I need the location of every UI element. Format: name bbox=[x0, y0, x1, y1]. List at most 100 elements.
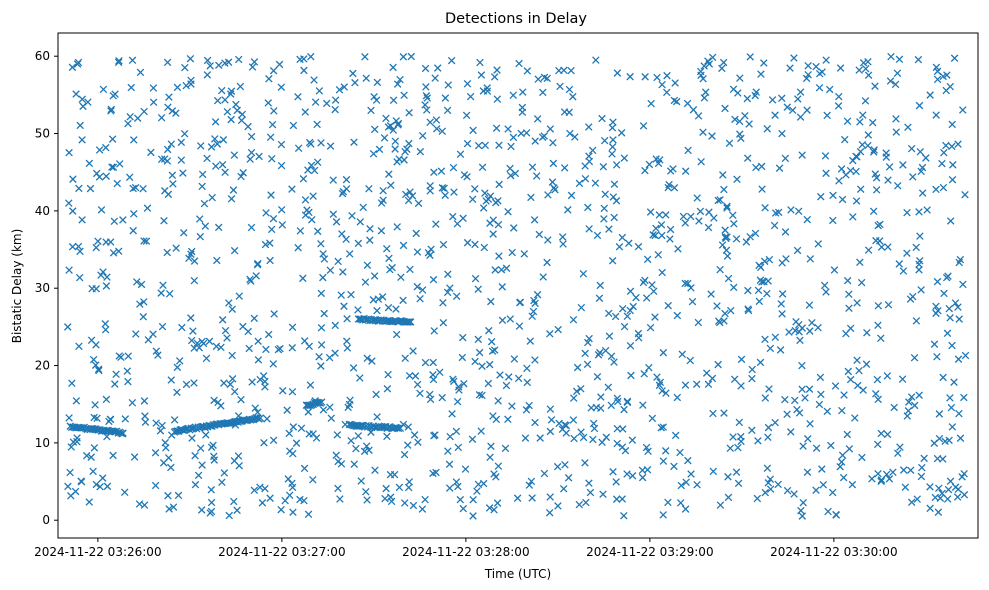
data-point bbox=[801, 394, 809, 402]
data-point bbox=[918, 463, 926, 472]
data-point bbox=[546, 330, 554, 338]
data-point bbox=[960, 393, 968, 402]
data-point bbox=[805, 301, 814, 309]
data-point bbox=[798, 361, 806, 370]
data-point bbox=[377, 227, 386, 235]
data-point bbox=[718, 64, 726, 73]
data-point bbox=[486, 192, 495, 200]
data-point bbox=[653, 373, 661, 381]
data-point bbox=[103, 432, 111, 441]
data-point bbox=[840, 135, 849, 144]
data-point bbox=[125, 173, 134, 182]
data-point bbox=[312, 434, 321, 442]
data-point bbox=[709, 467, 718, 476]
data-point bbox=[664, 183, 672, 192]
data-point bbox=[493, 95, 502, 103]
data-point bbox=[207, 486, 216, 494]
data-point bbox=[642, 443, 651, 452]
data-point bbox=[583, 360, 592, 369]
data-point bbox=[933, 75, 942, 84]
data-point bbox=[818, 465, 826, 473]
data-point bbox=[714, 196, 722, 205]
data-point bbox=[270, 107, 278, 115]
data-point bbox=[262, 345, 270, 354]
data-point bbox=[230, 246, 239, 255]
data-point bbox=[334, 457, 342, 466]
data-point bbox=[618, 495, 627, 503]
data-point bbox=[405, 139, 413, 148]
data-point bbox=[190, 379, 198, 387]
data-point bbox=[761, 488, 770, 497]
data-point bbox=[882, 153, 891, 161]
data-point bbox=[495, 141, 503, 149]
data-point bbox=[612, 478, 620, 486]
data-point bbox=[692, 380, 701, 388]
data-point bbox=[790, 54, 798, 62]
data-point bbox=[618, 233, 627, 242]
data-point bbox=[137, 280, 146, 289]
data-point bbox=[329, 176, 338, 184]
data-point bbox=[263, 415, 271, 423]
data-point bbox=[741, 111, 749, 120]
data-point bbox=[317, 362, 325, 370]
data-point bbox=[907, 393, 916, 401]
data-point bbox=[782, 255, 790, 263]
data-point bbox=[815, 83, 824, 92]
data-point bbox=[945, 304, 954, 313]
data-point bbox=[370, 272, 379, 280]
data-point bbox=[191, 480, 200, 489]
data-point bbox=[835, 92, 843, 101]
data-point bbox=[859, 58, 868, 67]
data-point bbox=[487, 337, 496, 346]
data-point bbox=[495, 252, 503, 260]
data-point bbox=[220, 469, 229, 477]
data-point bbox=[261, 377, 269, 386]
data-point bbox=[508, 402, 516, 410]
data-point bbox=[366, 236, 374, 244]
data-point bbox=[370, 316, 378, 324]
data-point bbox=[640, 370, 648, 378]
data-point bbox=[445, 484, 454, 492]
data-point bbox=[567, 66, 575, 75]
data-point bbox=[396, 75, 404, 84]
data-point bbox=[933, 454, 942, 463]
data-point bbox=[139, 313, 148, 321]
data-point bbox=[361, 53, 369, 61]
data-point bbox=[941, 437, 949, 446]
data-point bbox=[265, 75, 273, 83]
data-point bbox=[948, 142, 956, 151]
data-point bbox=[763, 289, 771, 298]
data-point bbox=[681, 219, 690, 227]
data-point bbox=[907, 144, 916, 153]
data-point bbox=[395, 483, 404, 492]
data-point bbox=[458, 353, 467, 362]
data-point bbox=[899, 267, 908, 275]
data-point bbox=[601, 190, 609, 199]
data-point bbox=[228, 305, 237, 313]
data-point bbox=[133, 114, 142, 122]
data-point bbox=[569, 316, 578, 324]
data-point bbox=[439, 240, 448, 249]
data-point bbox=[843, 276, 852, 285]
data-point bbox=[583, 338, 592, 347]
data-point bbox=[373, 413, 381, 421]
data-point bbox=[123, 367, 132, 375]
data-point bbox=[693, 480, 701, 489]
data-point bbox=[584, 203, 592, 212]
data-point bbox=[943, 495, 952, 503]
data-point bbox=[344, 403, 352, 412]
data-point bbox=[870, 146, 878, 154]
data-point bbox=[569, 394, 578, 402]
data-point bbox=[689, 106, 698, 114]
data-point bbox=[846, 324, 855, 333]
data-point bbox=[504, 207, 512, 216]
data-point bbox=[212, 342, 221, 351]
data-point bbox=[642, 294, 651, 302]
data-point bbox=[400, 499, 409, 507]
data-point bbox=[393, 80, 402, 88]
data-point bbox=[585, 123, 593, 131]
data-point bbox=[604, 309, 613, 318]
data-point bbox=[608, 257, 617, 265]
data-point bbox=[716, 265, 724, 274]
data-point bbox=[307, 161, 316, 170]
